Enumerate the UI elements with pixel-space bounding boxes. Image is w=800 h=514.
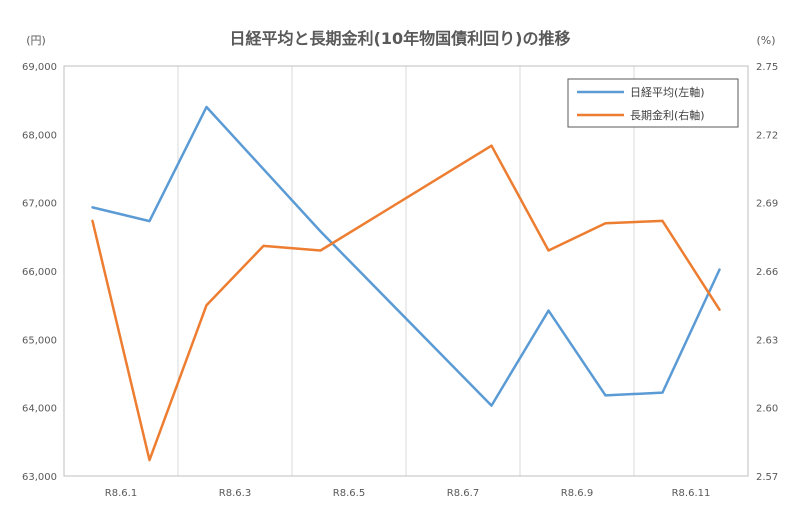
legend: 日経平均(左軸) 長期金利(右軸) (567, 78, 739, 128)
y-left-tick-label: 69,000 (22, 62, 57, 73)
y-right-tick-label: 2.57 (756, 472, 778, 483)
series (91, 105, 721, 462)
y-left-tick-label: 68,000 (22, 130, 57, 141)
y-right-tick-label: 2.72 (756, 130, 778, 141)
legend-label-rate: 長期金利(右軸) (630, 108, 705, 122)
legend-label-nikkei: 日経平均(左軸) (630, 85, 705, 99)
chart-title: 日経平均と長期金利(10年物国債利回り)の推移 (230, 29, 571, 48)
y-right-tick-label: 2.69 (756, 199, 778, 210)
y-right-tick-label: 2.63 (756, 335, 778, 346)
y-right-tick-label: 2.66 (756, 267, 778, 278)
y-left-tick-label: 63,000 (22, 472, 57, 483)
axes: 63,000 64,000 65,000 66,000 67,000 68,000 69,0… (22, 62, 778, 499)
y-left-tick-label: 64,000 (22, 404, 57, 415)
x-tick-label: R8.6.3 (219, 488, 251, 499)
x-tick-label: R8.6.9 (561, 488, 593, 499)
x-tick-label: R8.6.1 (105, 488, 137, 499)
series-line-nikkei-average (91, 105, 721, 407)
y-left-tick-label: 67,000 (22, 199, 57, 210)
y-right-tick-label: 2.60 (756, 404, 778, 415)
left-axis-unit: (円) (26, 34, 46, 47)
x-tick-label: R8.6.7 (447, 488, 479, 499)
y-left-tick-label: 65,000 (22, 335, 57, 346)
grid (177, 66, 635, 476)
x-tick-label: R8.6.11 (672, 488, 711, 499)
legend-box (567, 78, 739, 128)
plot-area-frame (63, 65, 749, 477)
y-right-tick-label: 2.75 (756, 62, 778, 73)
x-tick-label: R8.6.5 (333, 488, 365, 499)
series-line-long-term-rate (91, 144, 721, 462)
right-axis-unit: (%) (756, 34, 775, 47)
y-left-tick-label: 66,000 (22, 267, 57, 278)
